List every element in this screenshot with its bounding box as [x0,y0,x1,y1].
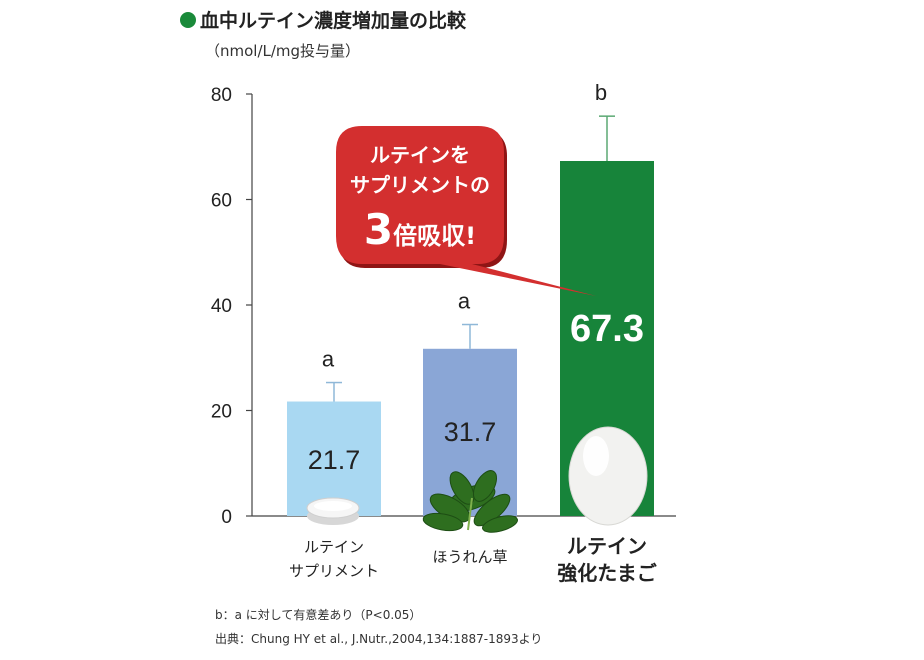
category-label: サプリメント [289,562,379,580]
callout-line2: サプリメントの [350,173,490,197]
callout-emphasis: 3 [364,205,393,254]
significance-label: b [595,80,607,105]
callout-line3: 3倍吸収! [364,205,476,254]
spinach-icon [482,515,518,533]
y-tick-label: 60 [211,191,232,212]
category-label: ルテイン [304,538,364,556]
y-tick-label: 0 [221,507,232,528]
callout-line3-rest: 倍吸収! [393,222,476,250]
spinach-icon [472,470,498,502]
source-note: 出典：Chung HY et al., J.Nutr.,2004,134:188… [215,632,543,646]
chart-title: 血中ルテイン濃度増加量の比較 [180,6,466,33]
bullet-icon [180,11,196,28]
chart-title-text: 血中ルテイン濃度増加量の比較 [200,10,467,32]
value-label: 21.7 [308,445,361,475]
tablet-icon-highlight [314,501,352,511]
bar [287,401,381,516]
spinach-icon [422,512,464,532]
significance-label: a [322,347,335,372]
significance-label: a [458,289,471,314]
callout-line1: ルテインを [370,143,470,167]
egg-icon [568,426,648,526]
unit-label: （nmol/L/mg投与量） [205,42,361,60]
callout-bubble [336,126,596,296]
y-tick-label: 40 [211,296,232,317]
significance-note: b：a に対して有意差あり（P<0.05） [215,608,422,622]
category-label: ほうれん草 [432,548,507,566]
y-tick-label: 20 [211,402,232,423]
value-label: 67.3 [570,308,644,350]
egg-icon-highlight [583,436,609,476]
category-label: 強化たまご [557,561,656,585]
spinach-stem-icon [467,497,473,531]
category-label: ルテイン [567,534,647,558]
y-tick-label: 80 [211,85,232,106]
value-label: 31.7 [444,417,497,447]
